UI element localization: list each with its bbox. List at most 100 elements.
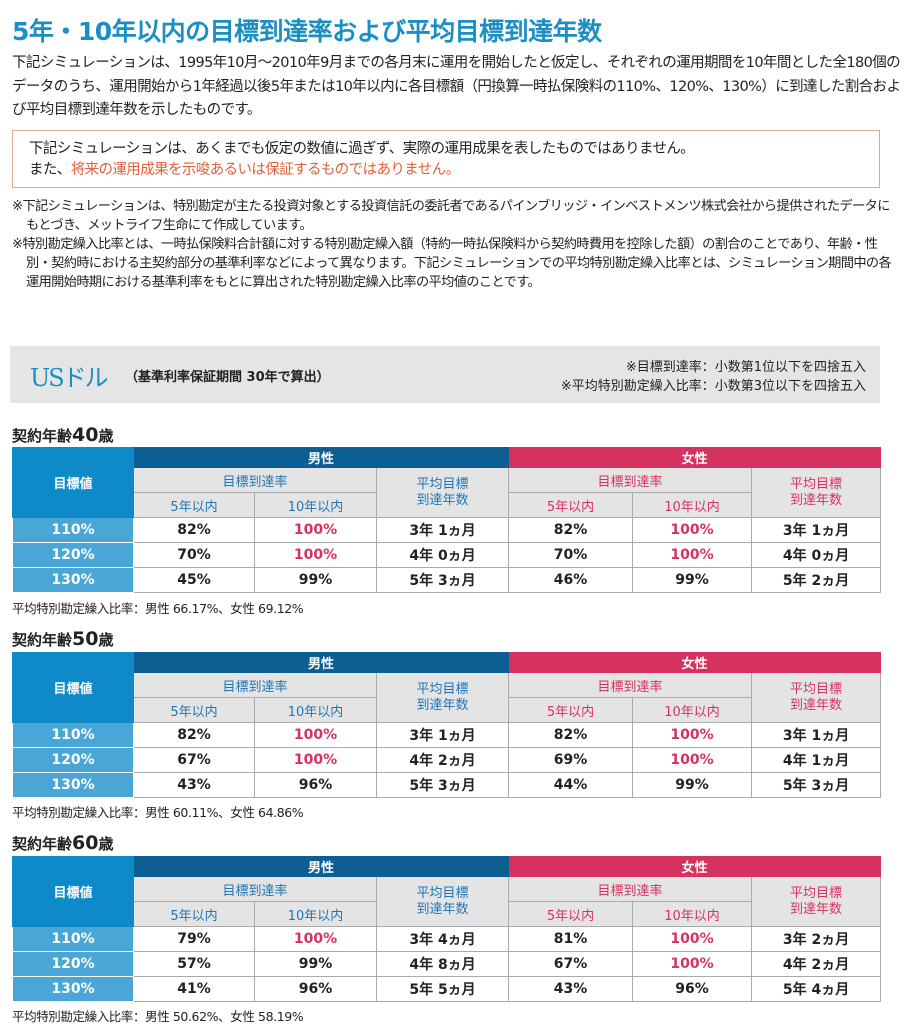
- cell-target: 120%: [12, 951, 134, 977]
- cell-male-5y: 70%: [133, 542, 255, 568]
- currency-subtitle: （基準利率保証期間 30年で算出）: [125, 370, 330, 385]
- header-female-5y: 5年以内: [508, 901, 634, 927]
- cell-female-10y: 100%: [632, 542, 753, 568]
- cell-female-avg: 3年 1ヵ月: [751, 517, 882, 543]
- header-male-rate: 目標到達率: [133, 467, 377, 493]
- currency-label: USドル: [30, 364, 109, 392]
- header-male: 男性: [132, 856, 510, 877]
- cell-male-10y: 100%: [254, 517, 377, 543]
- disclaimer-line-1: 下記シミュレーションは、あくまでも仮定の数値に過ぎず、実際の運用成果を表したもの…: [29, 141, 695, 157]
- header-female: 女性: [508, 856, 882, 877]
- table-row: 120% 70% 100% 4年 0ヵ月 70% 100% 4年 0ヵ月: [12, 542, 882, 568]
- cell-male-avg: 4年 8ヵ月: [375, 951, 510, 977]
- cell-female-10y: 99%: [632, 772, 753, 798]
- table-row: 110% 79% 100% 3年 4ヵ月 81% 100% 3年 2ヵ月: [12, 926, 882, 952]
- cell-male-5y: 67%: [133, 747, 255, 773]
- cell-male-10y: 100%: [254, 926, 377, 952]
- cell-female-avg: 5年 4ヵ月: [751, 976, 882, 1002]
- header-target: 目標値: [12, 856, 134, 927]
- cell-female-avg: 4年 2ヵ月: [751, 951, 882, 977]
- header-male-avg: 平均目標到達年数: [375, 467, 510, 518]
- header-target: 目標値: [12, 447, 134, 518]
- result-table-age-50: 目標値 男性 女性 目標到達率 平均目標到達年数 目標到達率 平均目標到達年数 …: [12, 652, 882, 798]
- header-female-5y: 5年以内: [508, 697, 634, 723]
- note-2: ※特別勘定繰入比率とは、一時払保険料合計額に対する特別勘定繰入額（特約一時払保険…: [12, 237, 892, 290]
- header-male-5y: 5年以内: [133, 697, 255, 723]
- cell-female-10y: 96%: [632, 976, 753, 1002]
- cell-target: 130%: [12, 772, 134, 798]
- rounding-note-2: ※平均特別勘定繰入比率：小数第3位以下を四捨五入: [560, 379, 866, 394]
- cell-male-5y: 79%: [133, 926, 255, 952]
- cell-female-avg: 4年 0ヵ月: [751, 542, 882, 568]
- cell-male-avg: 5年 5ヵ月: [375, 976, 510, 1002]
- cell-female-avg: 5年 2ヵ月: [751, 567, 882, 593]
- currency-band: USドル （基準利率保証期間 30年で算出） ※目標到達率：小数第1位以下を四捨…: [10, 346, 880, 403]
- disclaimer-highlight: 将来の運用成果を示唆あるいは保証するものではありません。: [70, 162, 460, 178]
- cell-female-5y: 69%: [508, 747, 634, 773]
- age-label: 契約年齢40歳: [12, 424, 113, 446]
- cell-male-10y: 100%: [254, 542, 377, 568]
- cell-male-5y: 82%: [133, 722, 255, 748]
- header-male-5y: 5年以内: [133, 901, 255, 927]
- cell-male-avg: 4年 2ヵ月: [375, 747, 510, 773]
- age-value: 50: [72, 628, 99, 650]
- header-female-avg: 平均目標到達年数: [751, 467, 882, 518]
- cell-male-avg: 3年 1ヵ月: [375, 722, 510, 748]
- header-target: 目標値: [12, 652, 134, 723]
- age-label-suffix: 歳: [98, 631, 114, 649]
- header-female: 女性: [508, 447, 882, 468]
- cell-male-5y: 41%: [133, 976, 255, 1002]
- header-female-rate: 目標到達率: [508, 876, 753, 902]
- header-female-rate: 目標到達率: [508, 672, 753, 698]
- age-value: 60: [72, 832, 99, 854]
- cell-female-5y: 44%: [508, 772, 634, 798]
- page-title: 5年・10年以内の目標到達率および平均目標到達年数: [12, 17, 602, 46]
- cell-male-5y: 43%: [133, 772, 255, 798]
- age-label-prefix: 契約年齢: [12, 835, 73, 853]
- header-female-5y: 5年以内: [508, 492, 634, 518]
- cell-male-avg: 4年 0ヵ月: [375, 542, 510, 568]
- header-male: 男性: [132, 652, 510, 673]
- header-female: 女性: [508, 652, 882, 673]
- cell-male-5y: 57%: [133, 951, 255, 977]
- cell-male-10y: 100%: [254, 747, 377, 773]
- header-female-rate: 目標到達率: [508, 467, 753, 493]
- cell-female-avg: 5年 3ヵ月: [751, 772, 882, 798]
- cell-female-10y: 99%: [632, 567, 753, 593]
- header-female-10y: 10年以内: [632, 697, 753, 723]
- cell-female-5y: 43%: [508, 976, 634, 1002]
- disclaimer-prefix: また、: [29, 162, 71, 178]
- disclaimer-box: 下記シミュレーションは、あくまでも仮定の数値に過ぎず、実際の運用成果を表したもの…: [12, 130, 880, 188]
- age-value: 40: [72, 424, 99, 446]
- header-female-10y: 10年以内: [632, 901, 753, 927]
- cell-target: 120%: [12, 542, 134, 568]
- table-row: 130% 45% 99% 5年 3ヵ月 46% 99% 5年 2ヵ月: [12, 567, 882, 593]
- note-1: ※下記シミュレーションは、特別勘定が主たる投資対象とする投資信託の委託者であるパ…: [12, 199, 890, 233]
- cell-target: 110%: [12, 517, 134, 543]
- rounding-note-1: ※目標到達率：小数第1位以下を四捨五入: [625, 360, 866, 375]
- cell-male-5y: 82%: [133, 517, 255, 543]
- header-male-avg: 平均目標到達年数: [375, 672, 510, 723]
- cell-female-10y: 100%: [632, 951, 753, 977]
- cell-target: 130%: [12, 567, 134, 593]
- cell-male-avg: 5年 3ヵ月: [375, 772, 510, 798]
- notes: ※下記シミュレーションは、特別勘定が主たる投資対象とする投資信託の委託者であるパ…: [12, 197, 892, 292]
- header-male-5y: 5年以内: [133, 492, 255, 518]
- cell-male-10y: 96%: [254, 976, 377, 1002]
- cell-male-10y: 99%: [254, 567, 377, 593]
- cell-female-avg: 3年 2ヵ月: [751, 926, 882, 952]
- cell-female-10y: 100%: [632, 722, 753, 748]
- header-male-avg: 平均目標到達年数: [375, 876, 510, 927]
- cell-female-10y: 100%: [632, 926, 753, 952]
- age-label-prefix: 契約年齢: [12, 631, 73, 649]
- cell-male-10y: 96%: [254, 772, 377, 798]
- result-table-age-40: 目標値 男性 女性 目標到達率 平均目標到達年数 目標到達率 平均目標到達年数 …: [12, 447, 882, 593]
- cell-target: 110%: [12, 722, 134, 748]
- cell-male-avg: 3年 1ヵ月: [375, 517, 510, 543]
- age-label-suffix: 歳: [98, 835, 114, 853]
- header-male: 男性: [132, 447, 510, 468]
- average-ratio-footnote: 平均特別勘定繰入比率：男性 60.11%、女性 64.86%: [12, 805, 304, 820]
- disclaimer-line-2: また、将来の運用成果を示唆あるいは保証するものではありません。: [29, 160, 863, 181]
- cell-male-10y: 99%: [254, 951, 377, 977]
- cell-female-5y: 46%: [508, 567, 634, 593]
